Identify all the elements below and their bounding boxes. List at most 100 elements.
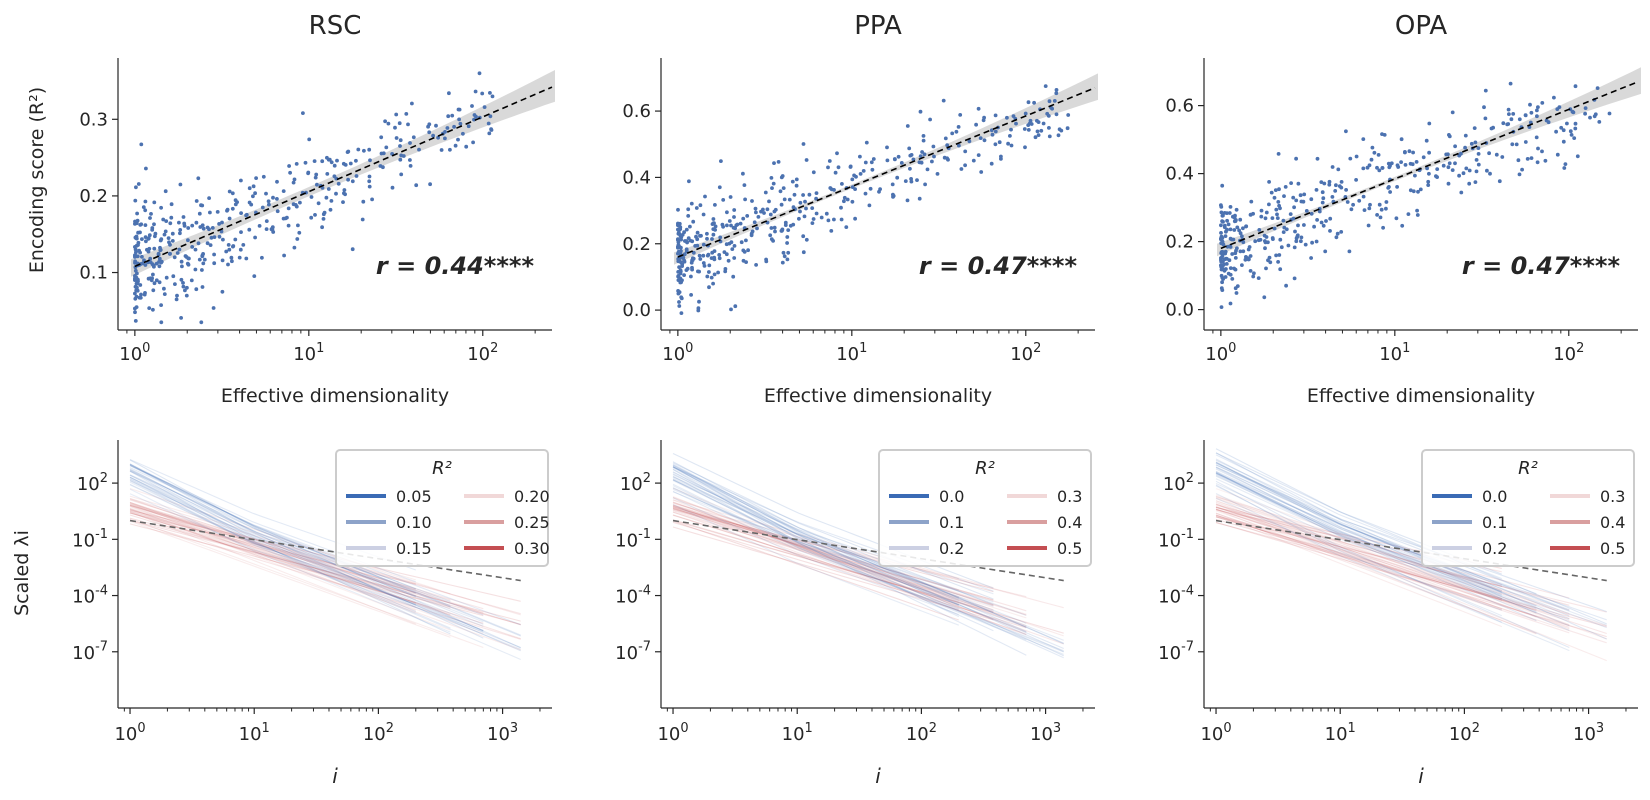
- data-point: [445, 126, 450, 130]
- data-point: [185, 285, 189, 290]
- data-point: [152, 246, 157, 251]
- data-point: [1562, 166, 1567, 170]
- data-point: [362, 148, 366, 153]
- spectrum-curve: [1215, 471, 1537, 622]
- data-point: [1453, 161, 1457, 166]
- spectrum-curve: [129, 459, 521, 649]
- data-point: [252, 274, 257, 278]
- data-point: [159, 259, 164, 264]
- data-point: [1508, 81, 1513, 86]
- spectrum-curve: [1215, 518, 1570, 620]
- data-point: [194, 199, 199, 203]
- data-point: [1256, 276, 1261, 280]
- spectrum-curve: [672, 453, 994, 589]
- correlation-annotation: r = 0.44****: [376, 252, 535, 280]
- data-point: [1275, 212, 1279, 217]
- data-point: [1379, 207, 1384, 212]
- data-point: [221, 237, 225, 242]
- spectrum-curve: [672, 520, 959, 621]
- data-point: [367, 184, 372, 189]
- data-point: [810, 221, 815, 226]
- spectrum-curve: [1215, 504, 1570, 599]
- data-point: [1263, 239, 1267, 243]
- data-point: [702, 264, 707, 268]
- data-point: [1399, 160, 1403, 165]
- data-point: [780, 174, 785, 178]
- x-axis-label: Effective dimensionality: [1307, 385, 1535, 407]
- data-point: [471, 140, 475, 145]
- data-point: [1376, 153, 1381, 157]
- data-point: [918, 109, 923, 114]
- data-point: [710, 237, 714, 241]
- data-point: [732, 244, 737, 248]
- data-point: [802, 214, 807, 219]
- data-point: [734, 223, 739, 228]
- data-point: [772, 161, 776, 166]
- data-point: [1357, 198, 1362, 203]
- legend-label: 0.4: [1057, 513, 1082, 532]
- data-point: [1246, 247, 1251, 252]
- spectrum-curve: [1215, 495, 1570, 626]
- data-point: [1009, 143, 1014, 148]
- data-point: [930, 159, 934, 164]
- data-point: [309, 215, 314, 220]
- data-point: [678, 251, 683, 256]
- data-point: [217, 234, 222, 239]
- data-point: [705, 231, 709, 236]
- data-point: [1583, 106, 1588, 110]
- data-point: [350, 179, 355, 184]
- data-point: [1418, 187, 1423, 192]
- data-point: [769, 176, 774, 180]
- data-point: [152, 281, 157, 286]
- data-point: [1235, 284, 1240, 288]
- data-point: [178, 182, 183, 187]
- data-point: [723, 267, 728, 271]
- data-point: [1552, 95, 1556, 100]
- data-point: [732, 208, 737, 212]
- data-point: [264, 219, 269, 224]
- data-point: [156, 252, 161, 257]
- data-point: [1296, 223, 1300, 228]
- data-point: [292, 177, 297, 182]
- data-point: [181, 215, 186, 219]
- data-point: [152, 222, 156, 227]
- data-point: [227, 216, 232, 221]
- spectrum-curve: [129, 474, 484, 616]
- data-point: [1511, 112, 1516, 116]
- data-point: [920, 150, 924, 154]
- data-point: [1277, 253, 1282, 257]
- panel-title: PPA: [854, 11, 902, 41]
- data-point: [210, 226, 215, 230]
- spectrum-curve: [672, 491, 994, 603]
- data-point: [878, 187, 882, 192]
- data-point: [1220, 183, 1225, 188]
- data-point: [150, 228, 155, 232]
- data-point: [1568, 129, 1573, 134]
- data-point: [147, 233, 152, 238]
- data-point: [1575, 154, 1580, 159]
- spectrum-curve: [672, 507, 959, 599]
- x-tick-label: 103: [487, 721, 518, 745]
- data-point: [1361, 137, 1366, 142]
- data-point: [233, 202, 238, 207]
- data-point: [1302, 223, 1306, 227]
- spectrum-curve: [129, 469, 417, 598]
- data-point: [1543, 158, 1548, 163]
- data-point: [227, 247, 232, 252]
- data-point: [427, 130, 432, 135]
- data-point: [134, 250, 138, 255]
- data-point: [676, 257, 681, 261]
- data-point: [1573, 84, 1578, 89]
- data-point: [1536, 105, 1540, 109]
- data-point: [1488, 171, 1492, 176]
- data-point: [313, 175, 318, 180]
- y-tick-label: 10-4: [1158, 583, 1194, 607]
- data-point: [1369, 157, 1374, 162]
- data-point: [1219, 205, 1224, 209]
- data-point: [1221, 219, 1225, 224]
- spectrum-curve: [1215, 488, 1570, 616]
- data-point: [1330, 165, 1335, 169]
- spectrum-curve: [672, 520, 994, 613]
- data-point: [298, 200, 302, 205]
